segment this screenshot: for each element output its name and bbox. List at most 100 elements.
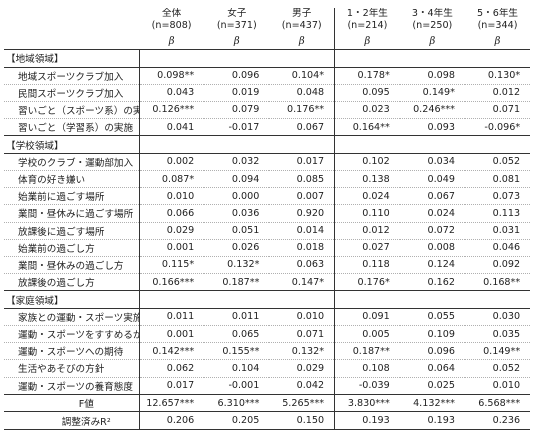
table-cell: 0.067 bbox=[399, 187, 465, 206]
section-blank bbox=[399, 49, 465, 68]
header-row: 全体 (n=808) 女子 (n=371) 男子 (n=437) 1・2年生 (n=214) 3… bbox=[4, 8, 530, 34]
table-row: 運動・スポーツの養育態度 0.017 -0.001 0.042 -0.039 0.025 0… bbox=[4, 377, 531, 395]
beta-blank bbox=[4, 34, 139, 50]
footer-cell: 0.193 bbox=[399, 411, 465, 431]
table-cell: 0.104* bbox=[269, 67, 335, 85]
section-blank bbox=[334, 290, 400, 309]
table-cell: 0.115* bbox=[139, 256, 205, 275]
table-cell: 0.109 bbox=[399, 325, 465, 344]
footer-row: F値 12.657*** 6.310*** 5.265*** 3.830*** 4.132… bbox=[4, 394, 531, 413]
column-n: (n=437) bbox=[281, 20, 322, 31]
row-label: 習いごと（学習系）の実施 bbox=[4, 118, 140, 137]
table-cell: 0.010 bbox=[269, 308, 335, 326]
table-cell: 0.085 bbox=[269, 170, 335, 189]
table-cell: 0.132* bbox=[269, 342, 335, 361]
table-cell: 0.126*** bbox=[139, 101, 205, 120]
table-cell: 0.168** bbox=[464, 273, 531, 292]
regression-table: 全体 (n=808) 女子 (n=371) 男子 (n=437) 1・2年生 (n=214) 3… bbox=[4, 8, 531, 431]
table-row: 業間・昼休みに過ごす場所 0.066 0.036 0.920 0.110 0.024 0.1… bbox=[4, 204, 531, 223]
table-cell: 0.051 bbox=[204, 222, 270, 240]
row-label: 始業前に過ごす場所 bbox=[4, 187, 140, 206]
row-label: 生活やあそびの方針 bbox=[4, 359, 140, 378]
table-cell: -0.017 bbox=[204, 118, 270, 137]
table-cell: -0.039 bbox=[334, 377, 400, 395]
row-label: 民間スポーツクラブ加入 bbox=[4, 84, 140, 102]
table-cell: 0.043 bbox=[139, 84, 205, 102]
table-cell: 0.010 bbox=[464, 377, 531, 395]
table-cell: 0.104 bbox=[204, 359, 270, 378]
table-cell: 0.087* bbox=[139, 170, 205, 189]
table-cell: 0.048 bbox=[269, 84, 335, 102]
table-cell: 0.081 bbox=[464, 170, 531, 189]
row-label: 運動・スポーツをすすめるか bbox=[4, 325, 140, 344]
section-blank bbox=[139, 49, 205, 68]
table-cell: 0.035 bbox=[464, 325, 531, 344]
table-row: 放課後に過ごす場所 0.029 0.051 0.014 0.012 0.072 0.031 bbox=[4, 222, 531, 240]
table-cell: 0.079 bbox=[204, 101, 270, 120]
table-cell: 0.001 bbox=[139, 325, 205, 344]
section-row: 【地域領域】 bbox=[4, 49, 531, 68]
footer-cell: 0.205 bbox=[204, 411, 270, 431]
table-row: 生活やあそびの方針 0.062 0.104 0.029 0.108 0.064 0.052 bbox=[4, 359, 531, 378]
table-row: 放課後の過ごし方 0.166*** 0.187** 0.147* 0.176* 0.162… bbox=[4, 273, 531, 292]
table-row: 民間スポーツクラブ加入 0.043 0.019 0.048 0.095 0.149* 0.0… bbox=[4, 84, 531, 102]
row-label: 業間・昼休みの過ごし方 bbox=[4, 256, 140, 275]
table-cell: 0.046 bbox=[464, 239, 531, 257]
table-cell: 0.149** bbox=[464, 342, 531, 361]
table-cell: 0.110 bbox=[334, 204, 400, 223]
table-cell: 0.023 bbox=[334, 101, 400, 120]
table-cell: 0.025 bbox=[399, 377, 465, 395]
table-cell: 0.096 bbox=[399, 342, 465, 361]
table-cell: 0.049 bbox=[399, 170, 465, 189]
row-label: 運動・スポーツの養育態度 bbox=[4, 377, 140, 395]
table-cell: 0.072 bbox=[399, 222, 465, 240]
table-cell: 0.166*** bbox=[139, 273, 205, 292]
table-cell: 0.042 bbox=[269, 377, 335, 395]
table-cell: 0.031 bbox=[464, 222, 531, 240]
table-cell: 0.002 bbox=[139, 153, 205, 171]
footer-cell: 0.150 bbox=[269, 411, 335, 431]
footer-cell: 12.657*** bbox=[139, 394, 205, 413]
table-cell: 0.026 bbox=[204, 239, 270, 257]
table-cell: 0.138 bbox=[334, 170, 400, 189]
footer-cell: 0.206 bbox=[139, 411, 205, 431]
row-label: 家族との運動・スポーツ実施 bbox=[4, 308, 140, 326]
table-cell: 0.011 bbox=[139, 308, 205, 326]
table-cell: 0.067 bbox=[269, 118, 335, 137]
table-cell: 0.187** bbox=[334, 342, 400, 361]
table-row: 習いごと（スポーツ系）の実施 0.126*** 0.079 0.176** 0.023 0… bbox=[4, 101, 531, 120]
beta-label: β bbox=[269, 34, 335, 50]
table-cell: 0.092 bbox=[464, 256, 531, 275]
table-cell: 0.012 bbox=[464, 84, 531, 102]
table-cell: 0.246*** bbox=[399, 101, 465, 120]
table-row: 運動・スポーツをすすめるか 0.001 0.065 0.071 0.005 0.109 0.… bbox=[4, 325, 531, 344]
table-cell: 0.029 bbox=[269, 359, 335, 378]
table-cell: 0.102 bbox=[334, 153, 400, 171]
beta-label: β bbox=[204, 34, 270, 50]
footer-cell: 4.132*** bbox=[399, 394, 465, 413]
table-cell: 0.096 bbox=[204, 67, 270, 85]
section-blank bbox=[139, 135, 205, 154]
table-cell: 0.071 bbox=[464, 101, 531, 120]
column-name: 女子 bbox=[227, 8, 247, 19]
column-header: 女子 (n=371) bbox=[204, 8, 269, 34]
table-cell: 0.164** bbox=[334, 118, 400, 137]
table-cell: 0.001 bbox=[139, 239, 205, 257]
table-cell: 0.064 bbox=[399, 359, 465, 378]
table-cell: 0.093 bbox=[399, 118, 465, 137]
section-row: 【家庭領域】 bbox=[4, 290, 531, 309]
section-blank bbox=[399, 135, 465, 154]
table-cell: 0.032 bbox=[204, 153, 270, 171]
column-n: (n=344) bbox=[477, 20, 518, 31]
row-label: 体育の好き嫌い bbox=[4, 170, 140, 189]
column-n: (n=214) bbox=[347, 20, 388, 31]
row-label: 放課後に過ごす場所 bbox=[4, 222, 140, 240]
table-row: 学校のクラブ・運動部加入 0.002 0.032 0.017 0.102 0.034 0.0… bbox=[4, 153, 531, 171]
table-row: 地域スポーツクラブ加入 0.098** 0.096 0.104* 0.178* 0.098… bbox=[4, 67, 531, 85]
table-cell: 0.018 bbox=[269, 239, 335, 257]
table-cell: 0.176** bbox=[269, 101, 335, 120]
table-cell: 0.130* bbox=[464, 67, 531, 85]
table-cell: 0.176* bbox=[334, 273, 400, 292]
column-header: 男子 (n=437) bbox=[269, 8, 334, 34]
